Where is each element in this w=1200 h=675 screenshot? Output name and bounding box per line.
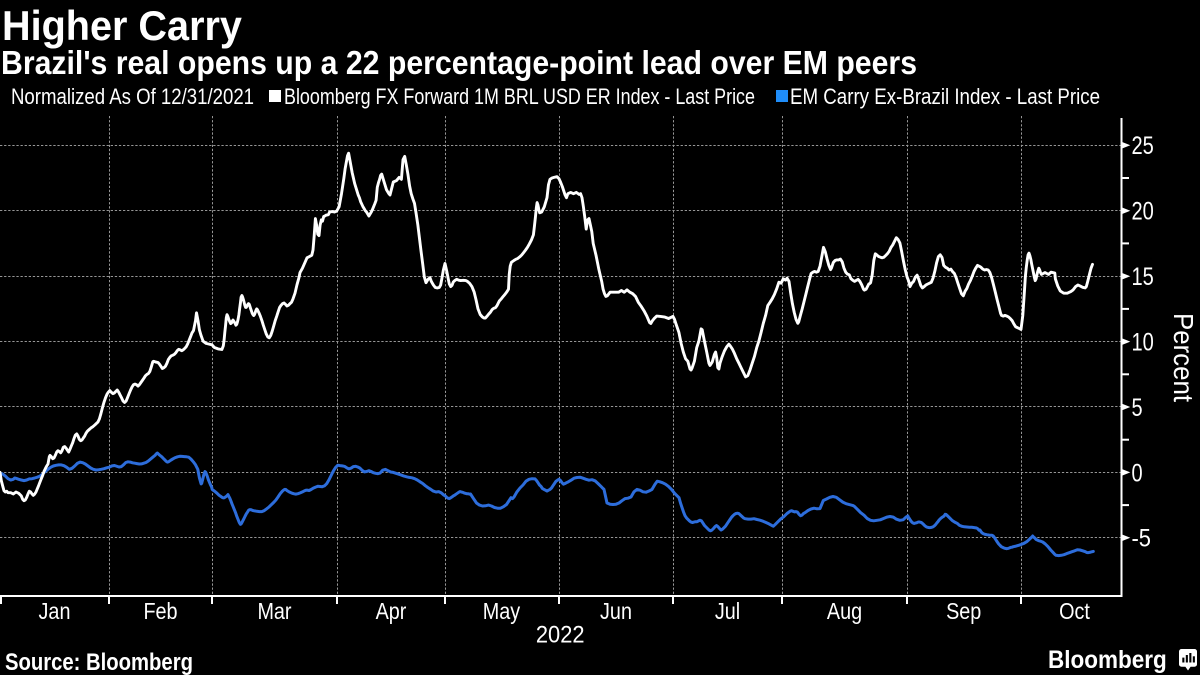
svg-text:Oct: Oct [1059,598,1090,624]
svg-text:Jul: Jul [715,598,740,624]
svg-text:Sep: Sep [946,598,981,624]
svg-text:25: 25 [1132,132,1154,160]
svg-text:Percent: Percent [1168,313,1199,402]
svg-text:15: 15 [1132,263,1154,291]
svg-text:10: 10 [1132,329,1154,357]
svg-text:2022: 2022 [536,622,585,649]
svg-text:Feb: Feb [143,598,177,624]
svg-text:0: 0 [1132,459,1143,487]
svg-text:Mar: Mar [257,598,291,624]
svg-text:Jun: Jun [600,598,632,624]
svg-text:May: May [483,598,521,624]
svg-text:5: 5 [1132,394,1143,422]
svg-text:Aug: Aug [827,598,862,624]
svg-text:20: 20 [1132,198,1154,226]
svg-text:Jan: Jan [39,598,71,624]
svg-text:Apr: Apr [376,598,407,624]
svg-text:-5: -5 [1132,525,1152,553]
